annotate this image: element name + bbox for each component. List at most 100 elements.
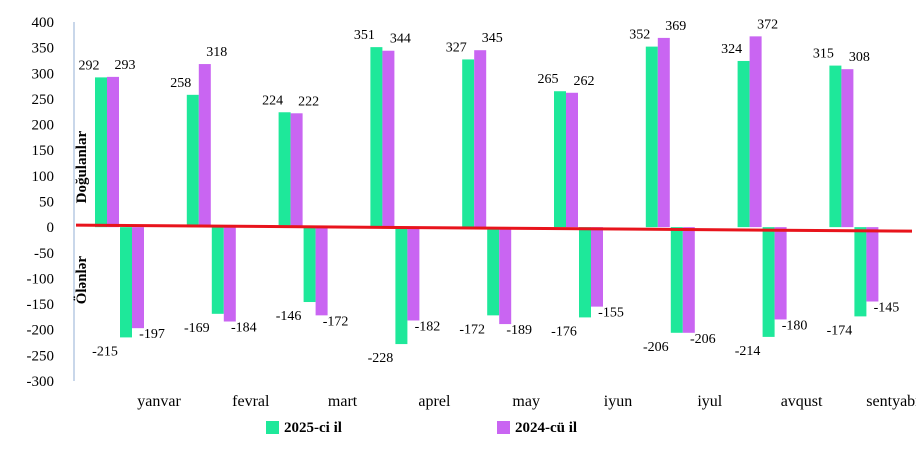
y-axis-ticks: 400 350 300 250 200 150 100 50 0 -50 -100 -150 -200 -… bbox=[27, 15, 55, 390]
bars bbox=[95, 36, 879, 345]
bar-positive bbox=[278, 112, 291, 228]
data-label-positive: 345 bbox=[482, 31, 503, 46]
bar-negative bbox=[407, 227, 420, 321]
bar-negative bbox=[120, 227, 132, 338]
data-label-negative: -182 bbox=[415, 319, 441, 334]
y-tick-label: -100 bbox=[27, 271, 55, 287]
data-label-negative: -189 bbox=[506, 323, 532, 338]
data-label-negative: -145 bbox=[874, 301, 900, 316]
data-label-negative: -172 bbox=[459, 322, 485, 337]
bar-negative bbox=[670, 227, 683, 333]
bar-negative bbox=[223, 227, 236, 322]
category-label: iyul bbox=[697, 393, 722, 410]
y-tick-label: 250 bbox=[32, 92, 55, 108]
data-label-negative: -206 bbox=[643, 340, 669, 355]
category-label: may bbox=[512, 393, 540, 410]
data-label-positive: 308 bbox=[849, 50, 870, 65]
bar-positive bbox=[829, 65, 842, 228]
bar-positive bbox=[841, 69, 854, 228]
data-label-positive: 352 bbox=[629, 28, 650, 43]
bar-positive bbox=[566, 92, 578, 228]
category-labels: yanvar fevral mart aprel may iyun iyul avqust se… bbox=[137, 393, 916, 410]
bar-negative bbox=[854, 227, 867, 317]
bar-positive bbox=[657, 37, 670, 228]
data-label-positive: 293 bbox=[115, 58, 136, 73]
y-tick-label: 350 bbox=[32, 41, 55, 57]
bar-negative bbox=[499, 227, 512, 325]
legend-swatch-2024 bbox=[497, 421, 510, 434]
category-label: iyun bbox=[604, 393, 632, 410]
data-label-positive: 351 bbox=[354, 28, 375, 43]
bar-positive bbox=[382, 50, 395, 228]
data-label-negative: -228 bbox=[368, 351, 394, 366]
data-label-positive: 327 bbox=[446, 40, 467, 55]
bar-positive bbox=[186, 94, 199, 228]
bar-positive bbox=[554, 91, 566, 228]
data-label-negative: -215 bbox=[92, 344, 118, 359]
category-label: fevral bbox=[232, 393, 270, 410]
bar-positive bbox=[198, 64, 211, 228]
bar-positive bbox=[645, 46, 658, 228]
data-label-positive: 344 bbox=[390, 32, 411, 47]
negative-axis-label: Ölənlər bbox=[73, 256, 90, 305]
data-label-negative: -180 bbox=[782, 318, 808, 333]
data-label-negative: -174 bbox=[827, 323, 853, 338]
bar-positive bbox=[462, 59, 475, 228]
bar-negative bbox=[774, 227, 787, 320]
data-label-negative: -197 bbox=[139, 327, 165, 342]
category-label: sentyabr bbox=[866, 393, 916, 410]
bar-positive bbox=[290, 113, 303, 228]
y-tick-label: -200 bbox=[27, 323, 55, 339]
y-tick-label: 300 bbox=[32, 66, 55, 82]
y-tick-label: 400 bbox=[32, 15, 55, 31]
bar-positive bbox=[107, 76, 119, 228]
data-label-positive: 369 bbox=[665, 19, 686, 34]
legend-swatch-2025 bbox=[266, 421, 279, 434]
data-label-negative: -155 bbox=[598, 306, 624, 321]
bar-negative bbox=[866, 227, 879, 302]
bar-positive bbox=[370, 47, 383, 228]
bar-negative bbox=[762, 227, 775, 337]
bar-negative bbox=[579, 227, 591, 318]
data-label-negative: -169 bbox=[184, 321, 210, 336]
bar-negative bbox=[303, 227, 316, 303]
bar-negative bbox=[395, 227, 408, 345]
data-label-negative: -184 bbox=[231, 321, 257, 336]
legend: 2025-ci il 2024-cü il bbox=[266, 420, 577, 436]
y-tick-label: -50 bbox=[34, 246, 54, 262]
data-label-negative: -176 bbox=[551, 324, 577, 339]
data-label-positive: 318 bbox=[206, 45, 227, 60]
data-label-positive: 292 bbox=[79, 58, 100, 73]
data-label-positive: 372 bbox=[757, 17, 778, 32]
positive-axis-label: Doğulanlar bbox=[74, 131, 90, 204]
data-label-negative: -206 bbox=[690, 332, 716, 347]
legend-label-2025: 2025-ci il bbox=[284, 420, 342, 436]
data-label-negative: -172 bbox=[323, 314, 349, 329]
bar-negative bbox=[211, 227, 224, 314]
data-label-positive: 224 bbox=[262, 93, 283, 108]
bar-negative bbox=[487, 227, 500, 316]
category-label: avqust bbox=[781, 393, 823, 410]
zero-line bbox=[75, 223, 913, 233]
data-labels: 292 -215 293 -197 258 -169 318 -184 224 -146 222 -1… bbox=[79, 17, 900, 366]
y-tick-label: -250 bbox=[27, 348, 55, 364]
bar-negative bbox=[682, 227, 695, 333]
y-tick-label: 100 bbox=[32, 169, 55, 185]
data-label-positive: 262 bbox=[574, 74, 595, 89]
category-label: aprel bbox=[418, 393, 451, 410]
bar-negative bbox=[591, 227, 603, 307]
bar-negative bbox=[132, 227, 144, 329]
bar-positive bbox=[749, 36, 762, 228]
y-tick-label: -150 bbox=[27, 297, 55, 313]
data-label-negative: -146 bbox=[276, 309, 302, 324]
bar-positive bbox=[737, 60, 750, 228]
y-tick-label: 0 bbox=[47, 220, 55, 236]
category-label: yanvar bbox=[137, 393, 181, 410]
y-tick-label: 50 bbox=[39, 195, 54, 211]
y-tick-label: -300 bbox=[27, 374, 55, 390]
data-label-positive: 315 bbox=[813, 47, 834, 62]
data-label-positive: 222 bbox=[298, 94, 319, 109]
bar-positive bbox=[95, 77, 107, 228]
bar-negative bbox=[315, 227, 328, 316]
